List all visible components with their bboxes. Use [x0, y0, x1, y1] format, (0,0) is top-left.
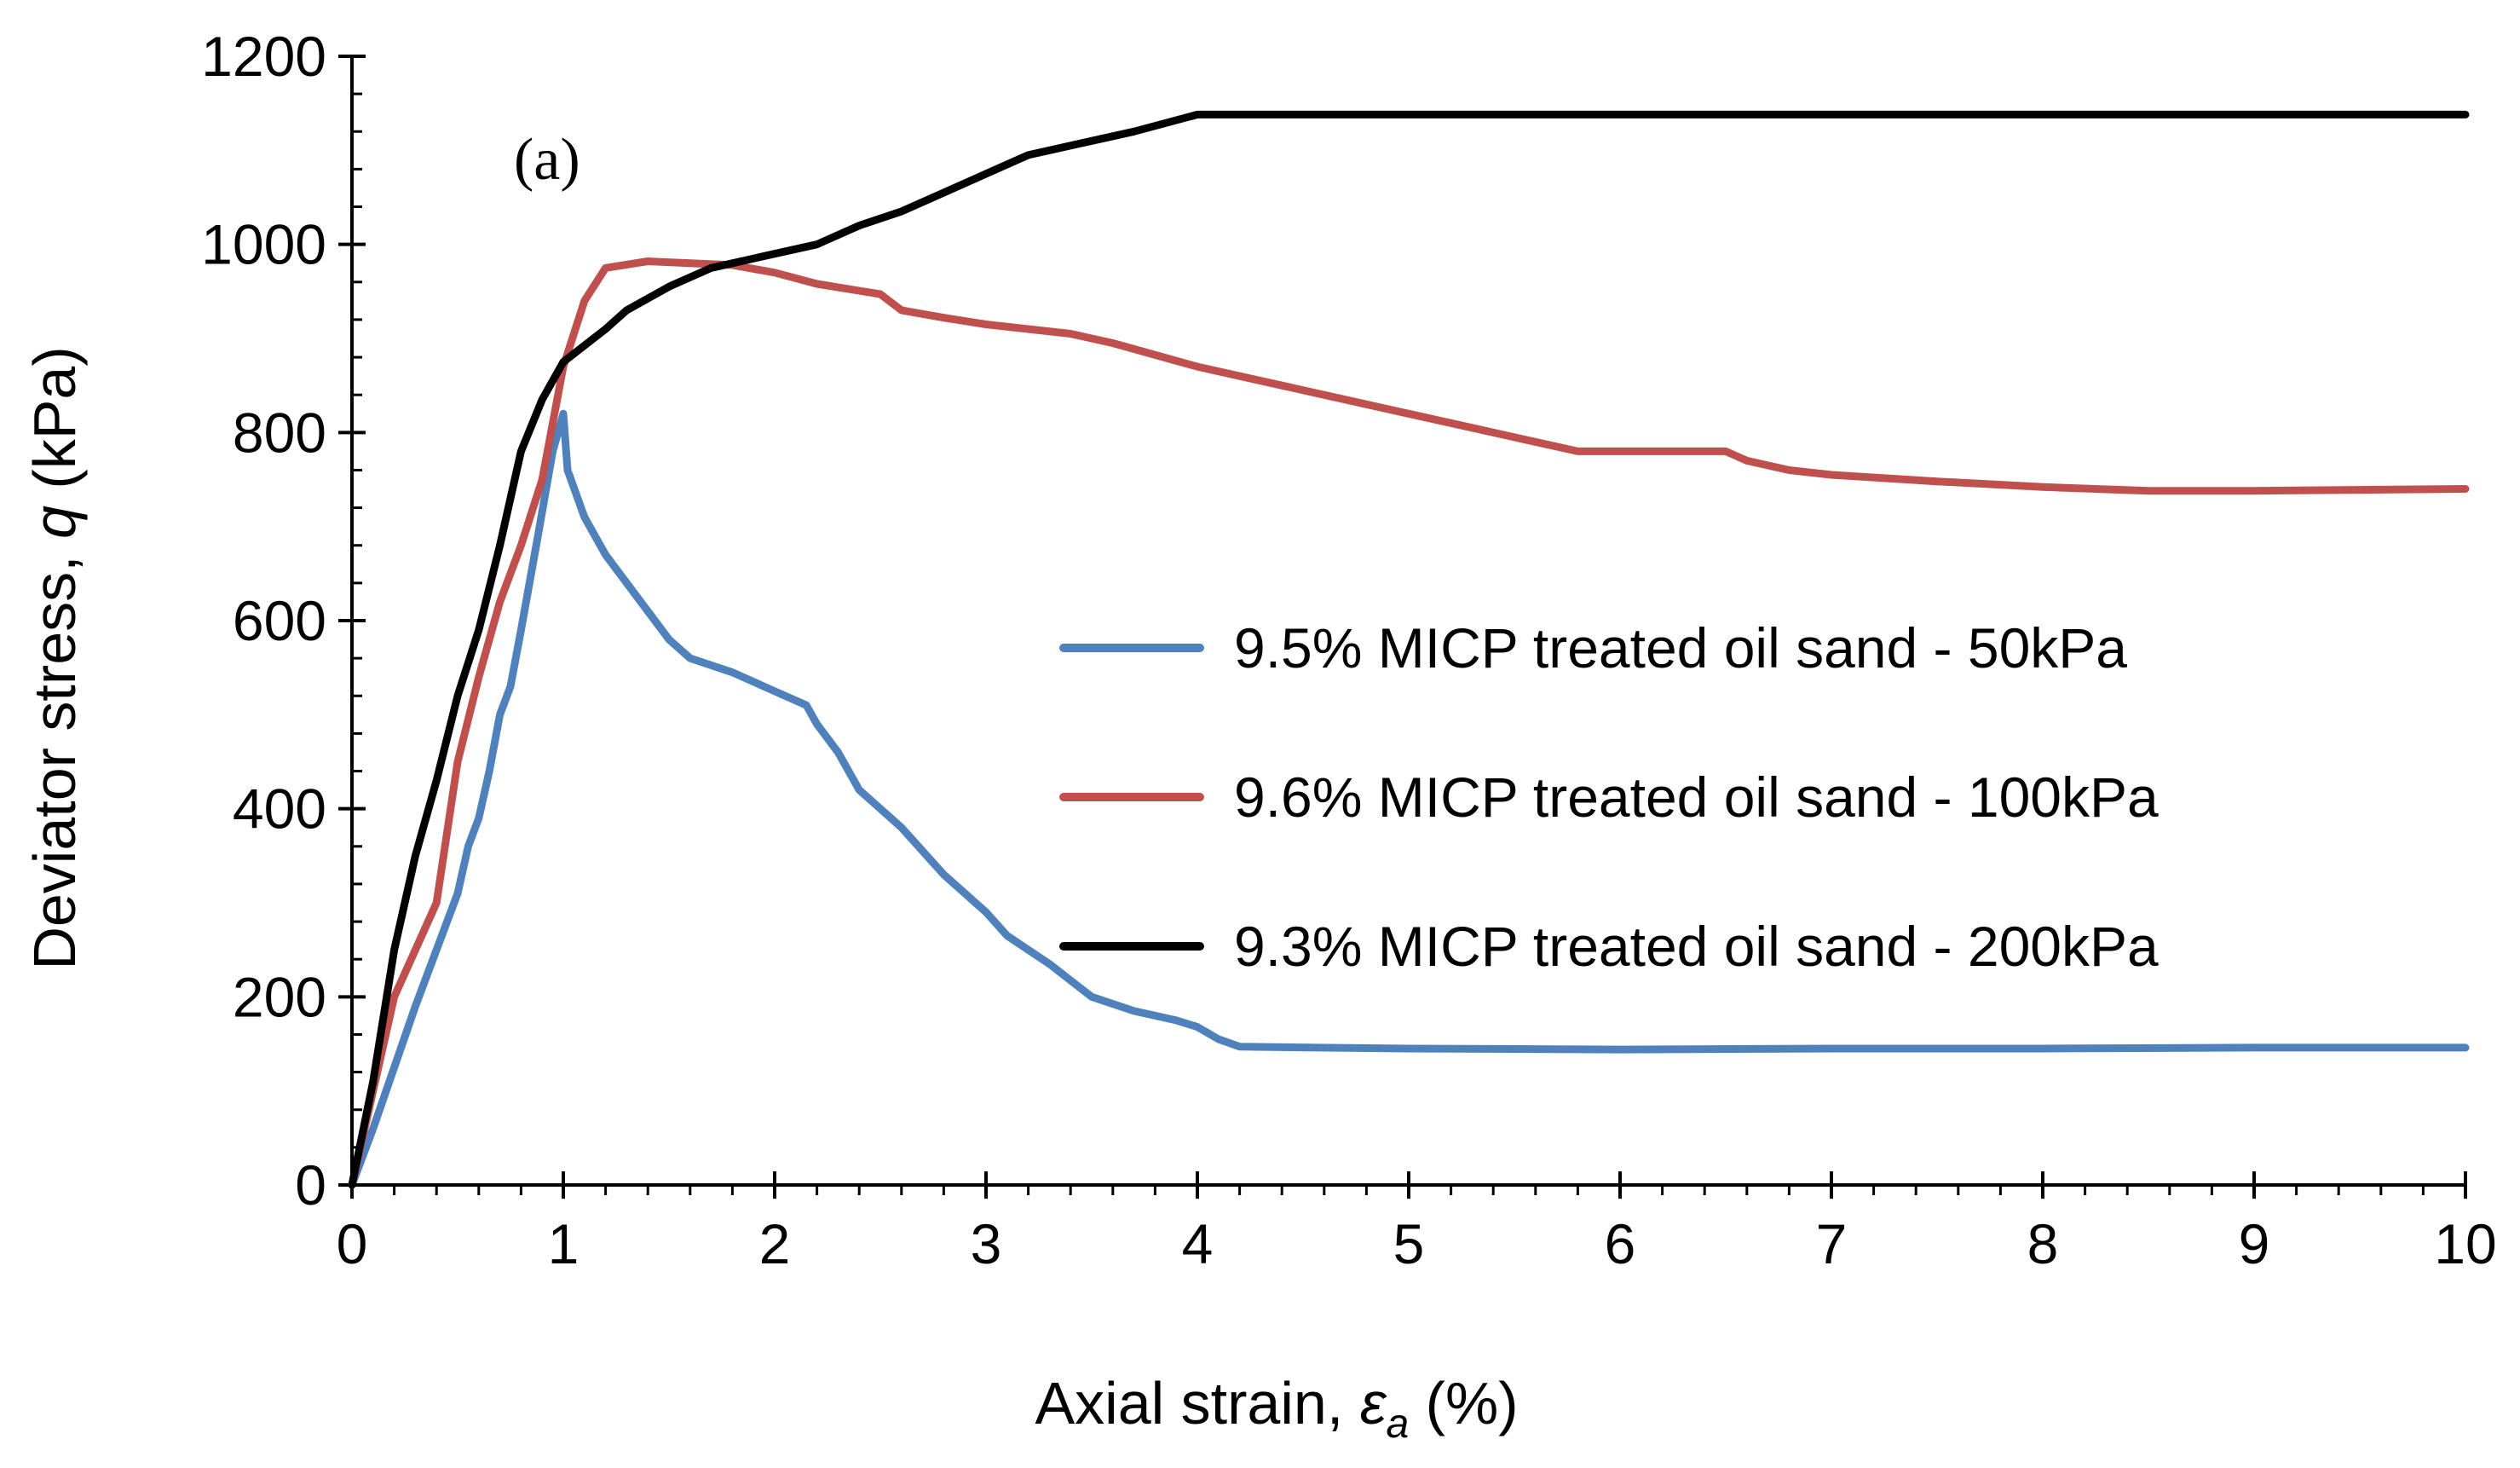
series-layer [348, 110, 2470, 1189]
x-tick-label: 2 [759, 1212, 791, 1275]
x-tick-label: 3 [971, 1212, 1002, 1275]
x-axis-title-symbol: ε [1360, 1370, 1387, 1436]
x-tick-label: 4 [1182, 1212, 1214, 1275]
ticks-layer: 0 1 2 3 4 5 6 7 8 9 10 0 200 400 600 800 1000 1200 [201, 25, 2497, 1275]
y-tick-label: 600 [233, 589, 326, 652]
x-tick-label: 0 [337, 1212, 368, 1275]
x-tick-label: 9 [2239, 1212, 2270, 1275]
x-axis-title: Axial strain, εa (%) [1035, 1370, 1518, 1447]
y-tick-label: 200 [233, 965, 326, 1028]
series-line-3 [348, 110, 2470, 1189]
x-tick-label: 10 [2434, 1212, 2496, 1275]
x-axis-title-suffix: (%) [1409, 1370, 1518, 1436]
x-tick-label: 5 [1393, 1212, 1425, 1275]
y-axis-title-symbol: q [21, 506, 88, 539]
x-tick-label: 8 [2027, 1212, 2059, 1275]
x-axis-title-subscript: a [1387, 1402, 1410, 1447]
y-tick-label: 1000 [201, 213, 326, 276]
legend-label-3: 9.3% MICP treated oil sand - 200kPa [1234, 915, 2159, 978]
legend-label-1: 9.5% MICP treated oil sand - 50kPa [1234, 616, 2127, 679]
y-tick-label: 1200 [201, 25, 326, 88]
x-tick-label: 7 [1816, 1212, 1848, 1275]
legend: 9.5% MICP treated oil sand - 50kPa 9.6% M… [1059, 616, 2159, 978]
x-tick-label: 6 [1605, 1212, 1636, 1275]
y-tick-label: 400 [233, 777, 326, 841]
y-axis-title-prefix: Deviator stress, [21, 539, 88, 970]
y-tick-label: 800 [233, 401, 326, 464]
panel-label: (a) [514, 127, 580, 193]
series-line-2 [348, 257, 2470, 1189]
x-tick-label: 1 [548, 1212, 580, 1275]
x-axis-title-prefix: Axial strain, [1035, 1370, 1359, 1436]
y-tick-label: 0 [295, 1153, 326, 1217]
y-axis-title: Deviator stress, q (kPa) [21, 346, 88, 969]
series-line-1 [348, 409, 2470, 1189]
y-axis-title-suffix: (kPa) [21, 346, 88, 506]
legend-label-2: 9.6% MICP treated oil sand - 100kPa [1234, 766, 2159, 829]
